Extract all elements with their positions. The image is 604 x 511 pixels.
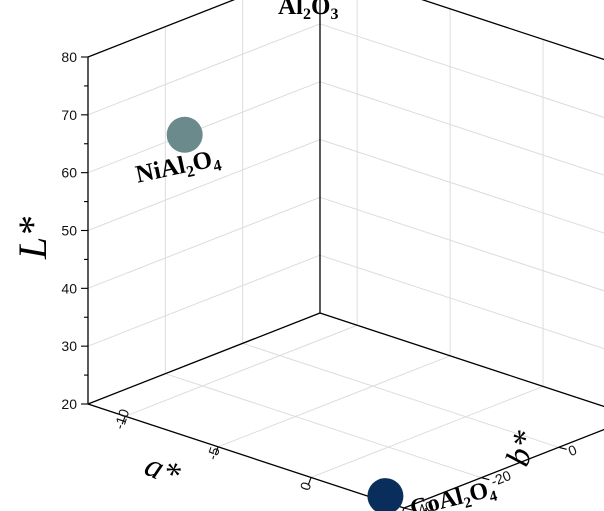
- L-tick-label: 40: [61, 280, 77, 296]
- formula-text: O: [190, 146, 215, 176]
- L-tick-label: 70: [61, 107, 77, 123]
- grid-line-floor-b: [242, 342, 559, 448]
- data-point-label: Al2O3: [278, 0, 338, 23]
- L-axis-title: L*: [10, 217, 55, 260]
- L-tick-label: 80: [61, 49, 77, 65]
- floor-back-left-edge: [87, 312, 321, 405]
- grid-line-left-wall-L: [87, 254, 321, 347]
- grid-line-back-wall-L: [319, 139, 604, 234]
- L-tick-label: 30: [61, 338, 77, 354]
- floor-back-right-edge: [319, 312, 604, 408]
- grid-line-back-wall-L: [319, 254, 604, 350]
- b-tick-label: -20: [488, 467, 513, 489]
- L-tick-label: 50: [61, 223, 77, 239]
- axis-labels: L* a* b*: [10, 217, 545, 494]
- data-point-label: CoAl2O4: [408, 476, 500, 511]
- a-axis-title: a*: [139, 447, 185, 495]
- grid-line-floor-a: [310, 385, 544, 478]
- formula-text: O: [311, 0, 330, 20]
- b-axis-line: [403, 428, 604, 509]
- formula-subscript: 3: [330, 6, 338, 23]
- formula-text: Al: [278, 0, 303, 20]
- grid-line-back-wall-L: [319, 312, 604, 407]
- formula-subscript: 2: [185, 163, 196, 181]
- b-tick: [481, 477, 490, 481]
- back-wall-top-edge: [421, 0, 604, 61]
- a-tick-label: 0: [297, 480, 315, 493]
- grid-line-floor-a: [124, 324, 358, 417]
- formula-subscript: 4: [488, 488, 500, 505]
- b-tick-label: 0: [566, 441, 579, 459]
- L-tick-label: 60: [61, 165, 77, 181]
- data-point-marker: [367, 478, 404, 511]
- grid-line-back-wall-L: [319, 23, 604, 118]
- grid-line-left-wall-L: [87, 139, 321, 231]
- a-tick: [214, 446, 219, 456]
- grid-line-back-wall-L: [319, 196, 604, 292]
- b-axis-title: b*: [499, 427, 545, 471]
- formula-text: NiAl: [133, 152, 188, 189]
- grid-line-back-wall-L: [319, 81, 604, 176]
- grid-line-left-wall-L: [87, 81, 321, 174]
- formula-text: CoAl: [408, 484, 466, 511]
- L-tick-label: 20: [61, 396, 77, 412]
- a-tick: [307, 477, 312, 486]
- grid-lines: [87, 0, 604, 509]
- grid-line-floor-b: [165, 373, 482, 479]
- formula-subscript: 4: [212, 157, 223, 175]
- b-tick: [403, 507, 413, 511]
- grid-line-left-wall-L: [87, 23, 321, 116]
- a-axis-line: [87, 403, 405, 509]
- a-tick-label: -10: [111, 407, 133, 431]
- formula-subscript: 2: [303, 6, 311, 23]
- a-tick-label: -5: [204, 445, 223, 462]
- b-tick: [558, 446, 567, 450]
- grid-line-floor-a: [217, 355, 451, 448]
- grid-line-floor-b: [319, 312, 604, 407]
- grid-line-back-wall-L: [421, 0, 604, 60]
- a-tick: [121, 416, 126, 425]
- data-point-marker: [166, 116, 203, 153]
- a-tick: [402, 507, 405, 511]
- formula-subscript: 2: [462, 494, 473, 511]
- left-wall-top-edge: [87, 0, 236, 58]
- grid-line-left-wall-L: [87, 196, 321, 289]
